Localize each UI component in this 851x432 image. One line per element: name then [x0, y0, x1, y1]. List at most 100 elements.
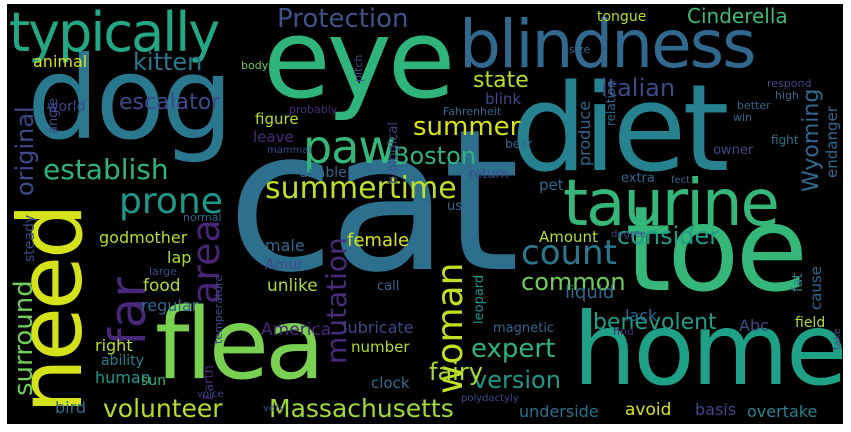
word-establish: establish	[43, 153, 169, 186]
word-bird: bird	[55, 398, 87, 417]
word-regular: regular	[141, 296, 199, 315]
word-lubricate: lubricate	[343, 318, 414, 337]
word-count: count	[521, 233, 617, 273]
word-boston: Boston	[393, 142, 476, 170]
word-high: high	[775, 89, 799, 102]
word-america: America	[261, 320, 332, 340]
word-number: number	[351, 338, 410, 356]
word-blindness: blindness	[459, 6, 756, 83]
word-mutation: mutation	[320, 237, 353, 364]
word-take: take	[832, 328, 843, 350]
word-biological: biological	[386, 122, 401, 184]
word-animal: animal	[33, 52, 88, 71]
word-mammal: mammal	[267, 145, 312, 156]
word-expert: expert	[471, 334, 556, 364]
word-fight: fight	[771, 133, 799, 147]
word-steady: steady	[22, 214, 38, 262]
word-underside: underside	[519, 402, 599, 421]
word-lack: lack	[625, 306, 658, 325]
word-pitch: pitch	[352, 54, 365, 82]
word-relation: relation	[604, 80, 618, 126]
word-bear: bear	[505, 137, 533, 151]
word-ability: ability	[101, 353, 144, 369]
word-summer: summer	[413, 112, 521, 142]
word-amur: Amur	[265, 257, 303, 273]
word-cat: cat	[227, 88, 520, 316]
word-godmother: godmother	[99, 228, 188, 247]
word-temperature: temperature	[212, 274, 225, 344]
word-diet: diet	[511, 60, 729, 199]
word-return: return	[469, 167, 509, 182]
word-body: body	[241, 59, 269, 72]
word-surround: surround	[9, 280, 39, 396]
word-unlike: unlike	[267, 276, 318, 296]
word-basis: basis	[695, 400, 737, 419]
word-figure: figure	[255, 110, 299, 128]
word-win: win	[733, 111, 753, 124]
word-dog: dog	[27, 32, 233, 165]
word-abc: Abc	[739, 316, 769, 335]
word-pet: pet	[539, 176, 564, 194]
word-volunteer: volunteer	[103, 394, 223, 423]
word-large: large	[149, 265, 177, 278]
word-cinderella: Cinderella	[687, 4, 788, 28]
word-male: male	[265, 236, 305, 255]
word-fairy: fairy	[429, 358, 483, 386]
word-overtake: overtake	[747, 402, 818, 421]
word-right: right	[95, 336, 133, 355]
word-cause: cause	[807, 266, 825, 310]
word-female: female	[347, 230, 410, 251]
word-polydactyly: polydactyly	[461, 393, 519, 404]
word-leave: leave	[253, 128, 294, 146]
word-very: very	[263, 403, 286, 414]
word-probably: probably	[289, 103, 338, 116]
word-italian: italian	[601, 74, 676, 102]
word-amount: Amount	[539, 228, 598, 246]
word-home: home	[573, 291, 843, 408]
word-fat: fat	[790, 273, 806, 292]
word-leopard: leopard	[472, 274, 487, 324]
word-respond: respond	[767, 77, 812, 90]
word-paw: paw	[303, 120, 396, 174]
word-angle: angle	[46, 97, 61, 134]
word-unable: unable	[299, 165, 347, 181]
word-common: common	[521, 268, 626, 296]
word-degree: degree	[611, 229, 647, 240]
word-toe: toe	[625, 180, 808, 318]
word-endanger: endanger	[823, 106, 841, 178]
word-typically: typically	[9, 4, 220, 64]
word-sun: sun	[141, 373, 167, 389]
word-version: version	[473, 366, 561, 394]
word-taurine: taurine	[563, 167, 780, 241]
word-produce: produce	[575, 100, 594, 166]
word-original: original	[11, 106, 39, 196]
word-flea: flea	[155, 288, 325, 402]
word-cloud: cat toe home diet dog eye flea need blin…	[7, 4, 843, 424]
word-size: size	[569, 43, 591, 56]
word-prone: prone	[119, 181, 223, 222]
word-extra: extra	[621, 171, 655, 186]
word-lap: lap	[167, 248, 192, 267]
word-fect: fect	[671, 175, 691, 186]
word-massachusetts: Massachusetts	[269, 394, 454, 423]
word-tongue: tongue	[597, 9, 647, 25]
word-liquid: liquid	[565, 282, 615, 303]
word-voice: voice	[197, 389, 224, 400]
word-eye: eye	[263, 4, 455, 123]
word-world: world	[47, 99, 86, 115]
word-avoid: avoid	[625, 400, 672, 420]
word-blink: blink	[485, 90, 522, 108]
word-owner: owner	[713, 143, 754, 158]
word-fahrenheit: Fahrenheit	[443, 105, 502, 118]
word-benevolent: benevolent	[593, 310, 717, 335]
word-human: human	[95, 368, 151, 387]
word-call: call	[377, 279, 400, 294]
word-summertime: summertime	[265, 171, 457, 206]
word-food: food	[143, 276, 181, 296]
word-clock: clock	[371, 374, 410, 392]
word-better: better	[737, 99, 771, 112]
word-protection: Protection	[277, 4, 409, 34]
word-consider: consider	[617, 222, 720, 250]
word-use: use	[447, 199, 471, 214]
